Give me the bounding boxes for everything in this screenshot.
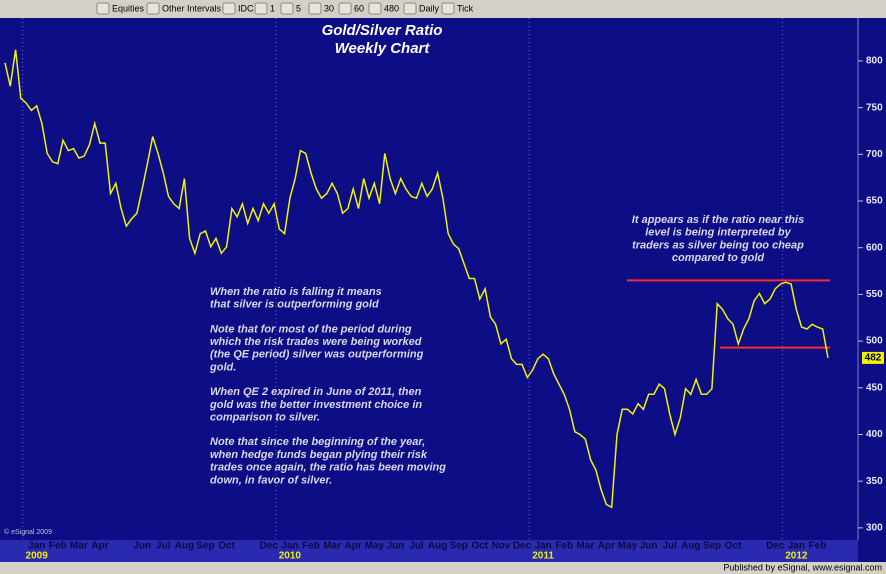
x-tick-label: Oct: [471, 541, 488, 552]
x-tick-label: Apr: [598, 541, 615, 552]
x-axis-strip: [0, 540, 858, 562]
x-tick-label: Jan: [534, 541, 551, 552]
x-tick-label: Sep: [450, 541, 468, 552]
year-label: 2011: [532, 551, 554, 562]
y-tick-label: 700: [866, 149, 883, 160]
x-tick-label: Feb: [302, 541, 320, 552]
annotation-line: level is being interpreted by: [645, 227, 791, 239]
annotation-line: that silver is outperforming gold: [210, 299, 379, 311]
x-tick-label: Aug: [175, 541, 194, 552]
x-tick-label: Mar: [576, 541, 594, 552]
annotation-line: traders as silver being too cheap: [632, 239, 804, 251]
annotation-line: It appears as if the ratio near this: [632, 214, 804, 226]
x-tick-label: May: [365, 541, 385, 552]
toolbar-button: [338, 2, 352, 15]
toolbar-item[interactable]: Equities: [112, 3, 145, 13]
annotation-line: comparison to silver.: [210, 412, 320, 424]
x-tick-label: Sep: [196, 541, 214, 552]
toolbar-button: [280, 2, 294, 15]
annotation-line: Note that since the beginning of the yea…: [210, 436, 425, 448]
annotation-line: trades once again, the ratio has been mo…: [210, 462, 446, 474]
x-tick-label: Jul: [156, 541, 171, 552]
y-tick-label: 800: [866, 56, 883, 67]
annotation-line: down, in favor of silver.: [210, 474, 332, 486]
x-tick-label: Mar: [323, 541, 341, 552]
x-tick-label: Mar: [70, 541, 88, 552]
x-tick-label: Oct: [725, 541, 742, 552]
annotation-line: when hedge funds began plying their risk: [210, 449, 428, 461]
year-label: 2009: [26, 551, 49, 562]
last-value-label: 482: [865, 353, 882, 364]
x-tick-label: Jul: [663, 541, 678, 552]
toolbar-button: [254, 2, 268, 15]
x-tick-label: Feb: [49, 541, 67, 552]
toolbar-item[interactable]: Daily: [419, 3, 440, 13]
toolbar-button: [441, 2, 455, 15]
toolbar-button: [403, 2, 417, 15]
toolbar-button: [146, 2, 160, 15]
x-tick-label: Jan: [281, 541, 298, 552]
y-tick-label: 750: [866, 102, 883, 113]
x-tick-label: Nov: [491, 541, 510, 552]
toolbar-button: [308, 2, 322, 15]
last-value-box: [862, 351, 884, 364]
x-tick-label: Dec: [766, 541, 785, 552]
plot-background: [0, 18, 886, 562]
y-tick-label: 450: [866, 382, 883, 393]
year-label: 2012: [785, 551, 808, 562]
x-tick-label: Apr: [345, 541, 362, 552]
toolbar-button: [222, 2, 236, 15]
toolbar-item[interactable]: Tick: [457, 3, 474, 13]
x-tick-label: Jul: [409, 541, 424, 552]
x-tick-label: Jun: [640, 541, 658, 552]
footer: Published by eSignal, www.esignal.com: [723, 562, 882, 572]
toolbar-item[interactable]: 60: [354, 3, 364, 13]
annotation-line: (the QE period) silver was outperforming: [210, 349, 424, 361]
x-tick-label: Dec: [513, 541, 532, 552]
annotation-line: gold was the better investment choice in: [209, 399, 422, 411]
annotation-line: When QE 2 expired in June of 2011, then: [210, 386, 422, 398]
annotation-line: which the risk trades were being worked: [210, 336, 422, 348]
year-label: 2010: [279, 551, 302, 562]
x-tick-label: Aug: [681, 541, 700, 552]
toolbar-button: [368, 2, 382, 15]
x-tick-label: Jun: [133, 541, 151, 552]
copyright: © eSignal 2009: [4, 528, 52, 536]
data-line: [4, 49, 829, 509]
chart-title: Gold/Silver Ratio: [322, 22, 443, 39]
toolbar-item[interactable]: 1: [270, 3, 275, 13]
annotation-line: When the ratio is falling it means: [210, 286, 382, 298]
toolbar-item[interactable]: 5: [296, 3, 301, 13]
x-tick-label: Aug: [428, 541, 447, 552]
toolbar-button: [96, 2, 110, 15]
toolbar-item[interactable]: 30: [324, 3, 334, 13]
annotation-line: compared to gold: [672, 252, 765, 264]
y-tick-label: 600: [866, 242, 883, 253]
toolbar-item[interactable]: IDC: [238, 3, 254, 13]
y-tick-label: 550: [866, 289, 883, 300]
x-tick-label: Feb: [555, 541, 573, 552]
y-tick-label: 350: [866, 476, 883, 487]
x-tick-label: Oct: [218, 541, 235, 552]
x-tick-label: Apr: [91, 541, 108, 552]
status-bar: [0, 562, 886, 574]
x-tick-label: May: [618, 541, 638, 552]
y-tick-label: 300: [866, 523, 883, 534]
y-tick-label: 500: [866, 336, 883, 347]
x-tick-label: Jan: [788, 541, 805, 552]
toolbar-item[interactable]: Other Intervals: [162, 3, 222, 13]
x-tick-label: Jun: [387, 541, 405, 552]
y-tick-label: 400: [866, 429, 883, 440]
annotation-line: gold.: [209, 361, 236, 373]
annotation-line: Note that for most of the period during: [210, 323, 412, 335]
x-tick-label: Feb: [809, 541, 827, 552]
x-tick-label: Dec: [260, 541, 279, 552]
x-tick-label: Sep: [703, 541, 721, 552]
x-tick-label: Jan: [28, 541, 45, 552]
chart-subtitle: Weekly Chart: [335, 40, 431, 57]
toolbar-item[interactable]: 480: [384, 3, 399, 13]
y-tick-label: 650: [866, 196, 883, 207]
